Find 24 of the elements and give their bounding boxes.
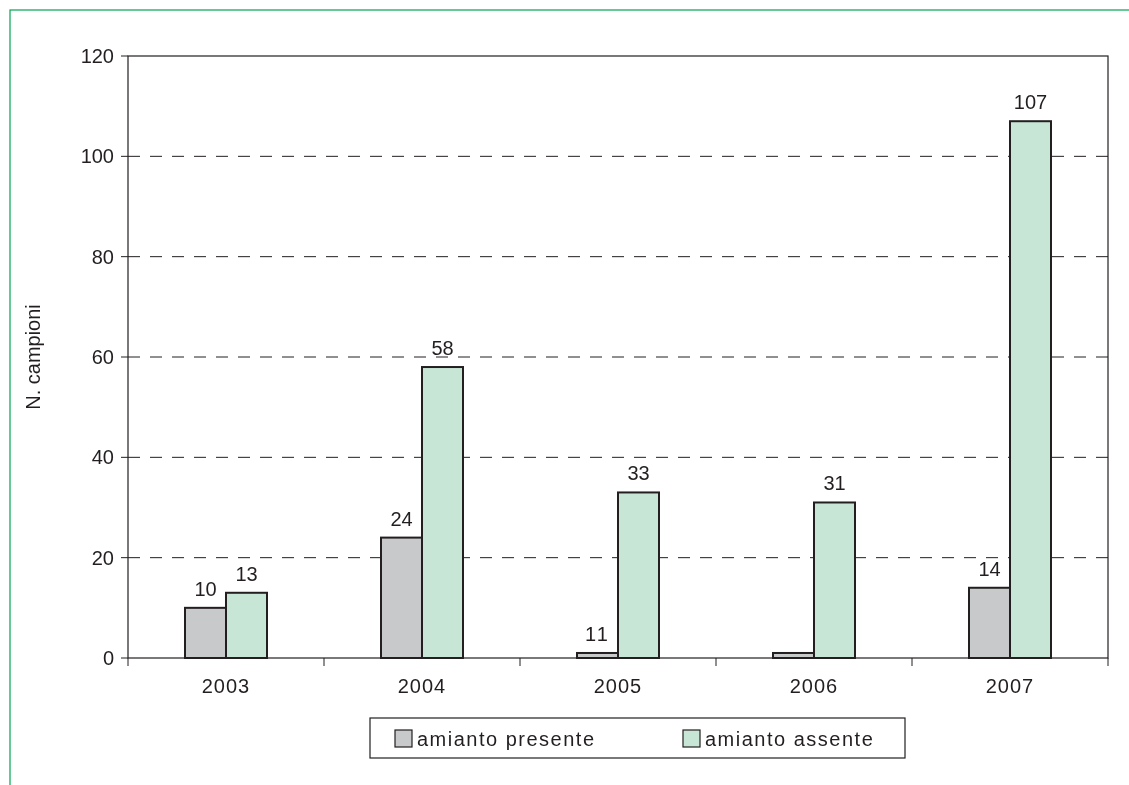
y-tick-label: 120	[80, 45, 114, 67]
x-tick-label: 2003	[201, 675, 251, 697]
y-tick-label: 40	[91, 446, 114, 469]
data-label: 13	[235, 562, 258, 585]
y-tick-label: 80	[91, 245, 114, 268]
x-tick-label: 2004	[397, 675, 447, 697]
data-label: 24	[390, 507, 413, 530]
y-tick-label: 60	[91, 346, 114, 368]
x-tick-label: 2005	[593, 675, 643, 697]
legend-label: amianto assente	[705, 728, 875, 750]
data-label: 58	[431, 337, 454, 360]
legend-label: amianto presente	[417, 728, 596, 750]
x-tick-label: 2006	[789, 675, 839, 697]
x-tick-label: 2007	[985, 675, 1035, 697]
data-label: 107	[1013, 91, 1048, 114]
data-label: 31	[823, 472, 846, 495]
y-tick-label: 20	[91, 546, 114, 569]
y-tick-label: 100	[80, 145, 114, 168]
data-label: 33	[627, 462, 650, 485]
y-tick-label: 0	[102, 647, 114, 669]
annotation: 11	[585, 622, 610, 645]
data-label: 14	[978, 557, 1001, 580]
data-label: 10	[194, 577, 217, 600]
y-axis-title: N. campioni	[22, 304, 44, 410]
